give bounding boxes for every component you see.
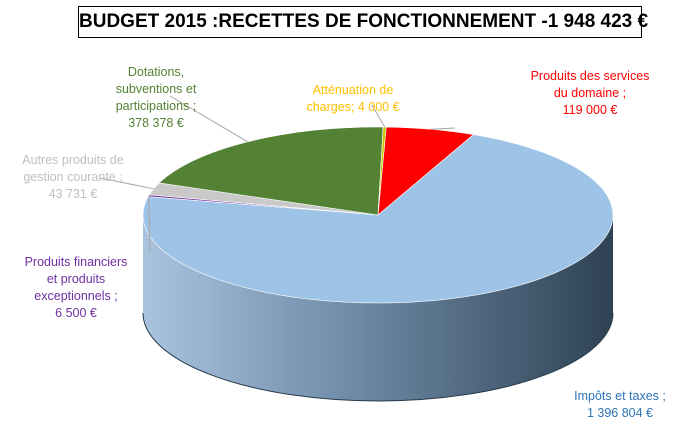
data-label-impots-taxes: Impôts et taxes ; 1 396 804 € <box>545 388 695 422</box>
leader-lines <box>99 95 456 253</box>
data-label-dotations: Dotations, subventions et participations ;… <box>90 64 222 132</box>
data-label-line: subventions et <box>115 82 197 96</box>
data-label-produits-services: Produits des services du domaine ; 119 000… <box>512 68 668 119</box>
data-label-line: et produits <box>46 272 106 286</box>
data-label-line: 119 000 € <box>562 103 618 117</box>
data-label-line: Atténuation de <box>312 83 394 97</box>
data-label-line: gestion courante ; <box>23 170 123 184</box>
pie-slice-impots-taxes <box>142 134 614 304</box>
pie-slices <box>142 126 614 304</box>
data-label-line: exceptionnels ; <box>34 289 118 303</box>
leader-line-dotations <box>169 95 248 143</box>
leader-line-produits-services <box>430 127 456 130</box>
pie-side-walls <box>142 215 614 402</box>
data-label-line: participations ; <box>115 99 197 113</box>
leader-line-autres-produits <box>99 177 154 190</box>
data-label-line: charges; 4 000 € <box>306 100 400 114</box>
leader-line-produits-financiers <box>148 195 151 253</box>
data-label-autres-produits: Autres produits de gestion courante ; 43 7… <box>2 152 144 203</box>
data-label-line: Produits financiers <box>24 255 128 269</box>
data-label-line: Produits des services <box>530 69 650 83</box>
data-label-line: 378 378 € <box>128 116 184 130</box>
data-label-line: Dotations, <box>127 65 185 79</box>
data-label-attenuation: Atténuation de charges; 4 000 € <box>280 82 426 116</box>
data-label-line: du domaine ; <box>553 86 627 100</box>
pie-slice-dotations <box>158 126 384 216</box>
leader-line-attenuation <box>371 104 386 128</box>
data-label-line: Impôts et taxes ; <box>574 389 666 403</box>
data-label-produits-financiers: Produits financiers et produits exceptionn… <box>4 254 148 322</box>
data-label-line: 1 396 804 € <box>586 406 654 420</box>
data-label-line: Autres produits de <box>22 153 124 167</box>
chart-title: BUDGET 2015 :RECETTES DE FONCTIONNEMENT … <box>78 6 648 38</box>
data-label-line: 6 500 € <box>55 306 97 320</box>
pie-side-wall <box>143 215 613 401</box>
pie-bottom-rim <box>142 312 614 402</box>
data-label-line: 43 731 € <box>48 187 98 201</box>
